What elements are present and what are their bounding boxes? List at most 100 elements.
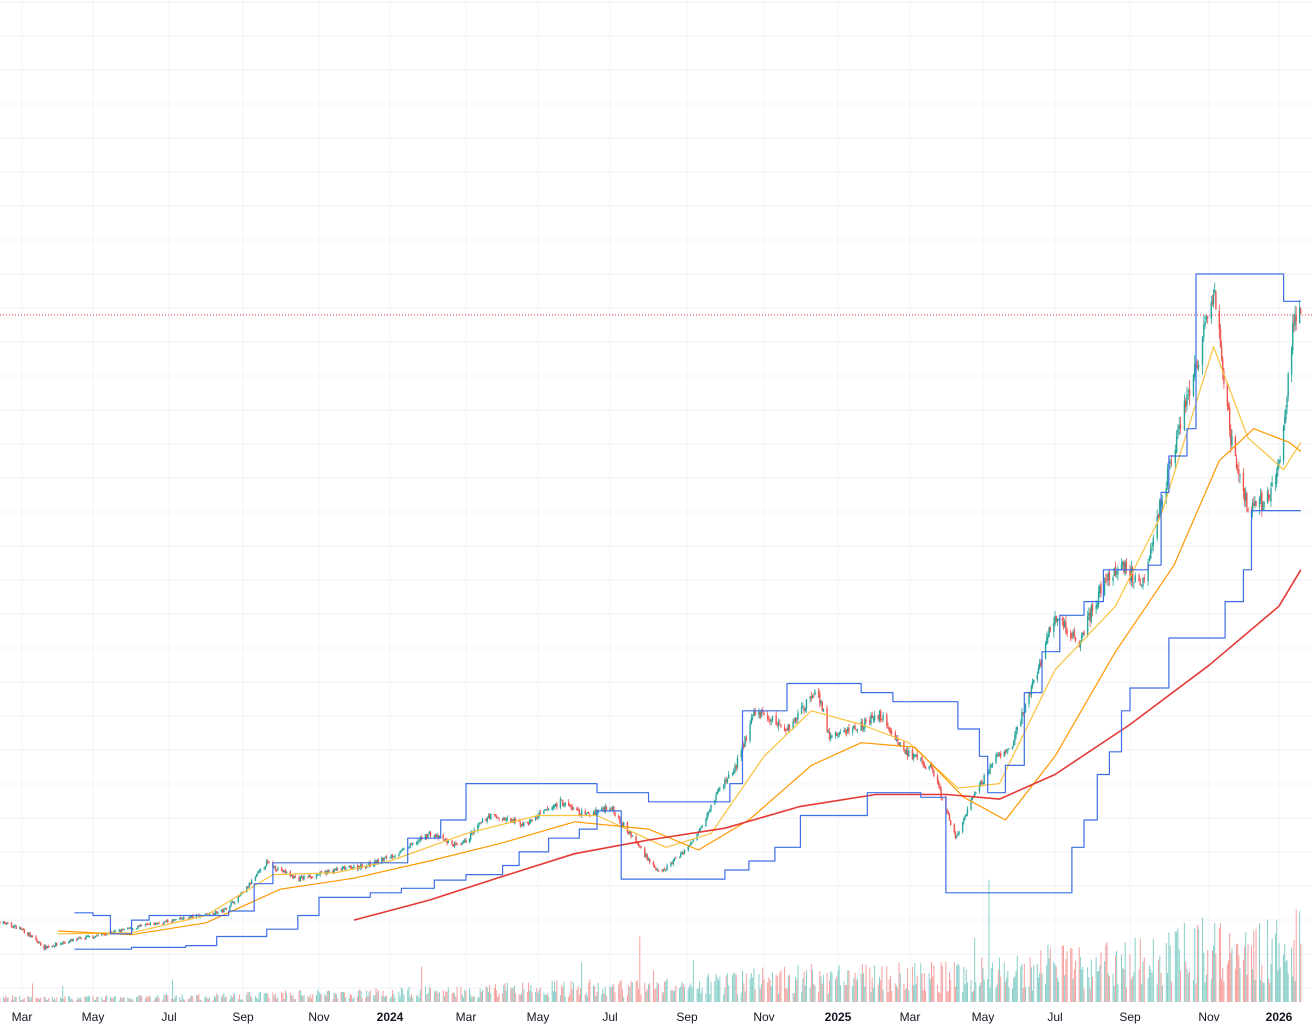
candle <box>1040 658 1042 668</box>
candle <box>1073 627 1076 639</box>
candle <box>613 805 615 815</box>
volume-bar <box>224 997 226 1002</box>
candle <box>1056 617 1059 626</box>
volume-bar <box>903 983 905 1002</box>
candle <box>145 923 148 926</box>
volume-bar <box>795 977 797 1002</box>
volume-bar <box>394 997 396 1002</box>
volume-bar <box>1239 967 1241 1002</box>
volume-bar <box>539 987 541 1002</box>
volume-bar <box>1024 987 1026 1002</box>
ma_mid-line <box>58 428 1302 936</box>
volume-bar <box>137 996 139 1002</box>
volume-bar <box>386 995 388 1002</box>
candle <box>1293 313 1295 333</box>
candle <box>725 776 727 785</box>
candle <box>1201 336 1204 375</box>
volume-bar <box>869 967 871 1002</box>
volume-bar <box>775 974 777 1002</box>
candle <box>1219 324 1222 348</box>
volume-bar <box>810 963 812 1002</box>
candle <box>76 938 78 942</box>
volume-bar <box>337 998 339 1002</box>
volume-bar <box>970 979 972 1002</box>
volume-bar <box>1082 966 1084 1002</box>
candle <box>118 928 120 933</box>
volume-bar <box>830 971 832 1002</box>
candle <box>401 847 404 851</box>
candle <box>1047 631 1049 644</box>
candle <box>302 875 304 881</box>
volume-bar <box>972 990 974 1002</box>
volume-bar <box>412 997 414 1002</box>
candle <box>1287 371 1289 402</box>
candle <box>1218 304 1221 339</box>
volume-bar <box>55 1000 57 1002</box>
candle <box>1131 565 1134 588</box>
candle <box>1097 585 1100 609</box>
candle <box>751 714 754 721</box>
candle <box>809 695 811 703</box>
volume-bar <box>965 969 967 1002</box>
volume-bar <box>503 984 505 1002</box>
candle <box>342 865 345 870</box>
volume-bar <box>762 967 764 1002</box>
candle <box>871 711 873 719</box>
candle <box>1204 314 1206 329</box>
candle <box>409 843 411 849</box>
volume-bar <box>1255 928 1257 1002</box>
volume-bar <box>877 984 879 1002</box>
candle <box>1174 444 1177 471</box>
volume-bar <box>523 989 525 1002</box>
volume-bar <box>1269 982 1271 1002</box>
candle <box>538 810 540 819</box>
volume-bar <box>1132 976 1134 1002</box>
candle <box>472 832 474 836</box>
candle <box>446 838 448 846</box>
candle <box>560 799 563 801</box>
volume-bar <box>655 988 657 1002</box>
candle <box>1100 581 1102 598</box>
volume-bar <box>365 998 367 1002</box>
candle <box>905 746 908 755</box>
volume-bar <box>670 990 672 1002</box>
volume-bar <box>251 997 253 1002</box>
candle <box>914 754 916 758</box>
candle <box>780 724 782 728</box>
volume-bar <box>776 976 778 1002</box>
volume-bar <box>246 994 248 1002</box>
candle <box>527 821 530 827</box>
candle <box>828 728 831 741</box>
candle <box>87 934 90 938</box>
candle <box>505 817 507 824</box>
volume-bar <box>59 997 61 1002</box>
volume-bar <box>170 998 172 1002</box>
volume-bar <box>197 995 199 1002</box>
candle <box>820 699 822 706</box>
candle <box>922 759 924 769</box>
volume-bar <box>1133 972 1135 1002</box>
volume-bar <box>691 987 693 1002</box>
volume-bar <box>887 992 889 1002</box>
candle <box>921 754 923 765</box>
volume-bar <box>1151 972 1153 1002</box>
candle <box>724 777 726 790</box>
candle <box>230 901 232 908</box>
candle <box>731 772 734 777</box>
candle <box>1083 630 1085 637</box>
volume-bar <box>545 994 547 1002</box>
candle <box>1284 410 1286 431</box>
volume-bar <box>835 979 837 1002</box>
volume-bar <box>496 990 498 1002</box>
volume-bar <box>1105 944 1107 1002</box>
candle <box>294 874 297 878</box>
volume-bar <box>767 982 769 1002</box>
volume-bar <box>568 996 570 1002</box>
volume-bar <box>788 974 790 1002</box>
volume-bar <box>665 980 667 1002</box>
volume-bar <box>646 989 648 1002</box>
candle <box>368 861 370 868</box>
volume-bar <box>652 970 654 1002</box>
candle <box>678 856 681 859</box>
